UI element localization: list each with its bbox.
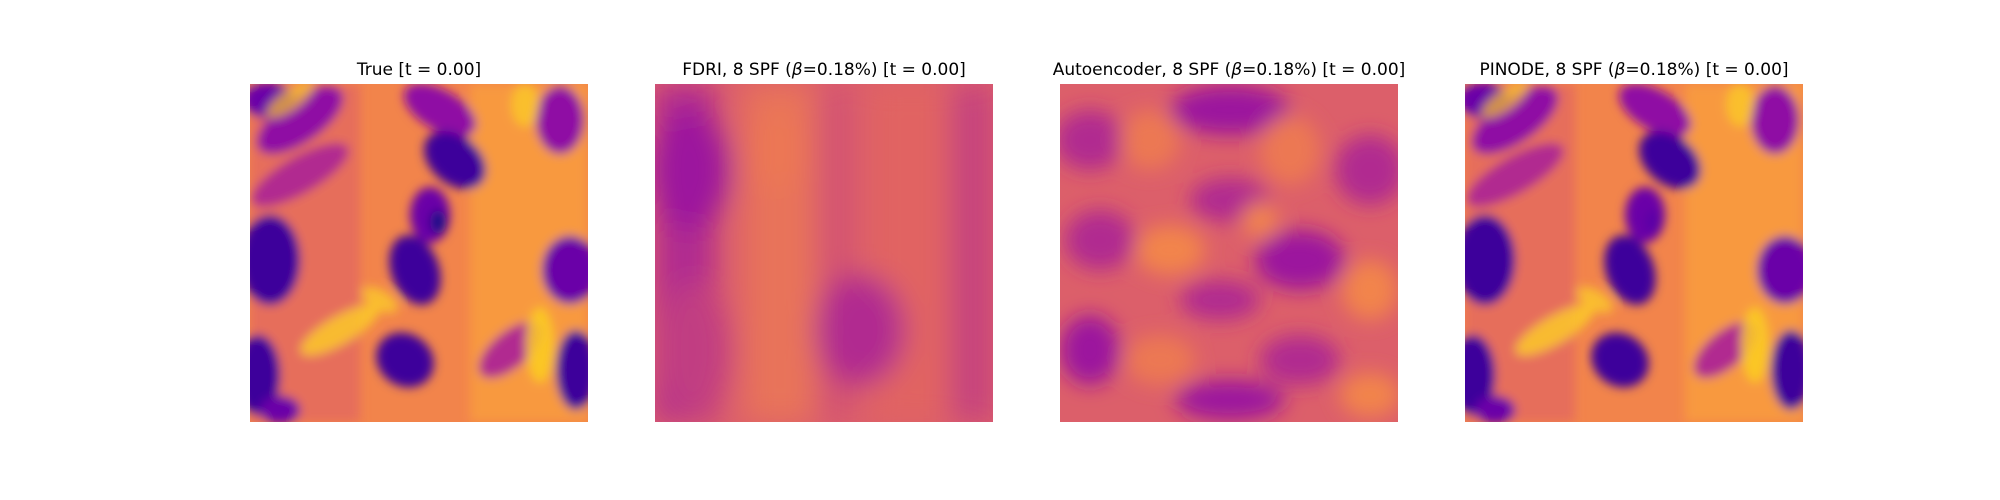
- heatmap-true: [250, 84, 588, 422]
- heatmap-autoencoder: [1060, 84, 1398, 422]
- heatmap-pinode: [1465, 84, 1803, 422]
- panel-true: True [t = 0.00]: [250, 60, 588, 422]
- heatmap-fdri: [655, 84, 993, 422]
- panel-pinode: PINODE, 8 SPF (β=0.18%) [t = 0.00]: [1465, 60, 1803, 422]
- panel-title-true: True [t = 0.00]: [356, 60, 481, 80]
- panel-title-autoencoder: Autoencoder, 8 SPF (β=0.18%) [t = 0.00]: [1053, 60, 1406, 80]
- panel-fdri: FDRI, 8 SPF (β=0.18%) [t = 0.00]: [655, 60, 993, 422]
- panel-autoencoder: Autoencoder, 8 SPF (β=0.18%) [t = 0.00]: [1053, 60, 1406, 422]
- panel-title-pinode: PINODE, 8 SPF (β=0.18%) [t = 0.00]: [1479, 60, 1788, 80]
- panel-title-fdri: FDRI, 8 SPF (β=0.18%) [t = 0.00]: [682, 60, 966, 80]
